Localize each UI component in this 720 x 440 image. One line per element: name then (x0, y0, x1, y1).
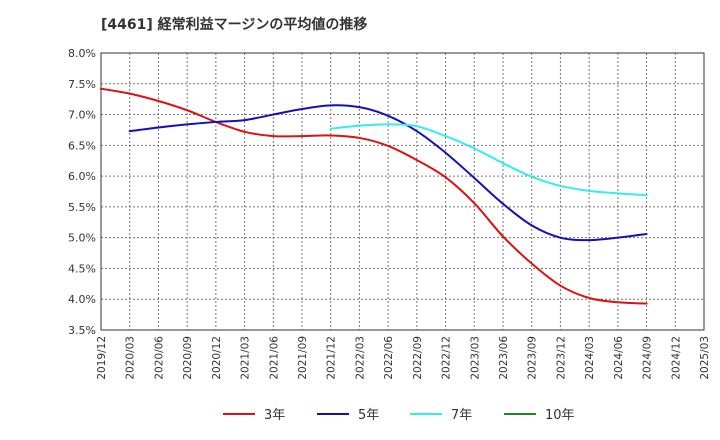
legend: 3年 5年 7年 10年 (223, 408, 575, 423)
legend-label: 10年 (545, 408, 575, 423)
legend-label: 7年 (451, 408, 472, 423)
series-3y-line (100, 87, 648, 305)
series-7y-line (329, 123, 648, 197)
x-tick-label: 2024/06 (613, 336, 625, 380)
x-tick-label: 2021/12 (326, 336, 338, 380)
series-5y-line (128, 104, 648, 242)
x-tick-label: 2023/06 (498, 336, 510, 380)
legend-label: 3年 (264, 408, 285, 423)
y-tick-label: 5.0% (68, 232, 96, 245)
x-tick-label: 2024/09 (642, 336, 654, 380)
x-tick-label: 2020/03 (125, 336, 137, 380)
y-tick-label: 3.5% (68, 324, 96, 337)
x-tick-label: 2022/06 (383, 336, 395, 380)
legend-item-10y: 10年 (504, 408, 575, 423)
y-tick-label: 8.0% (68, 47, 96, 60)
x-tick-label: 2020/09 (182, 336, 194, 380)
x-tick-label: 2022/12 (441, 336, 453, 380)
x-axis: 2019/12 2020/03 2020/06 2020/09 2020/12 2021/… (96, 336, 711, 380)
grid (101, 53, 704, 330)
x-tick-label: 2020/06 (153, 336, 165, 380)
x-tick-label: 2021/06 (268, 336, 280, 380)
y-tick-label: 7.5% (68, 78, 96, 91)
plot-frame (100, 52, 705, 331)
legend-item-3y: 3年 (223, 408, 285, 423)
y-tick-label: 4.5% (68, 262, 96, 275)
y-axis: 3.5% 4.0% 4.5% 5.0% 5.5% 6.0% 6.5% 7.0% 7.5% 8.0% (68, 47, 96, 337)
x-tick-label: 2022/03 (354, 336, 366, 380)
x-tick-label: 2023/12 (555, 336, 567, 380)
x-tick-label: 2024/03 (584, 336, 596, 380)
x-tick-label: 2023/03 (469, 336, 481, 380)
series-lines (100, 87, 648, 305)
legend-label: 5年 (358, 408, 379, 423)
y-tick-label: 5.5% (68, 201, 96, 214)
x-tick-label: 2019/12 (96, 336, 108, 380)
x-tick-label: 2021/03 (240, 336, 252, 380)
x-tick-label: 2020/12 (211, 336, 223, 380)
chart-title: [4461] 経常利益マージンの平均値の推移 (101, 17, 368, 33)
y-tick-label: 4.0% (68, 293, 96, 306)
x-tick-label: 2022/09 (412, 336, 424, 380)
x-tick-label: 2021/09 (297, 336, 309, 380)
y-tick-label: 7.0% (68, 109, 96, 122)
x-tick-label: 2023/09 (527, 336, 539, 380)
x-tick-label: 2025/03 (699, 336, 711, 380)
legend-item-5y: 5年 (317, 408, 379, 423)
x-tick-label: 2024/12 (670, 336, 682, 380)
y-tick-label: 6.5% (68, 139, 96, 152)
y-tick-label: 6.0% (68, 170, 96, 183)
legend-item-7y: 7年 (410, 408, 472, 423)
